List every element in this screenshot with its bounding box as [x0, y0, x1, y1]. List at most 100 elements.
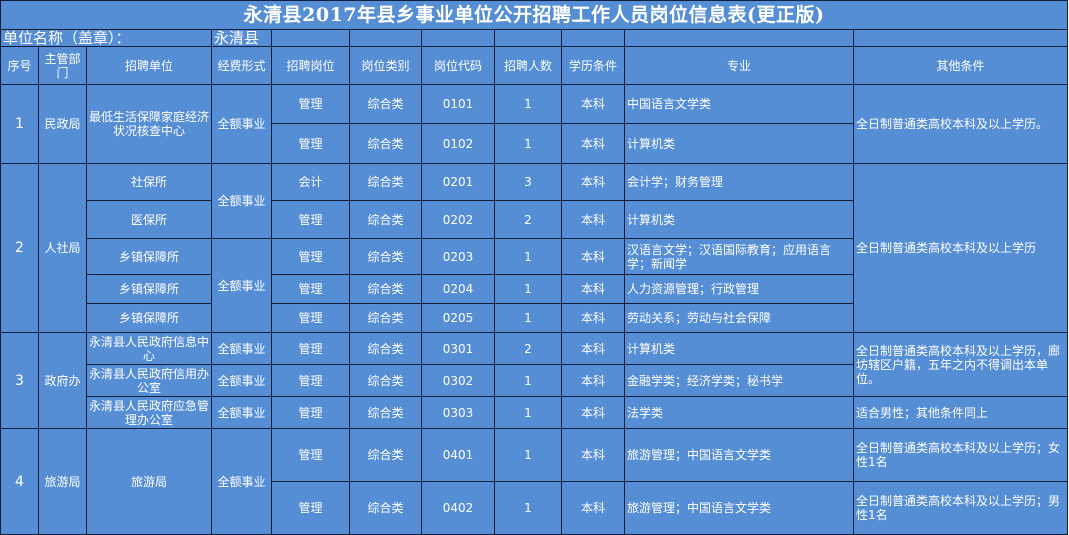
edu-cell: 本科 — [561, 332, 625, 365]
edu-cell: 本科 — [561, 200, 625, 239]
major-cell: 计算机类 — [624, 332, 854, 365]
major-cell: 会计学；财务管理 — [624, 163, 854, 201]
unit-cell: 乡镇保障所 — [86, 238, 212, 275]
header-cell: 专业 — [624, 46, 854, 85]
post-cell: 会计 — [271, 163, 350, 201]
edu-cell: 本科 — [561, 364, 625, 397]
unit-cell: 永清县人民政府应急管理办公室 — [86, 396, 212, 429]
table-row: 永清县人民政府应急管理办公室 全额事业 管理 综合类 0303 1 本科 法学类… — [1, 396, 1069, 429]
type-cell: 综合类 — [349, 428, 422, 482]
type-cell: 综合类 — [349, 123, 422, 164]
type-cell: 综合类 — [349, 396, 422, 429]
header-cell: 招聘人数 — [494, 46, 562, 85]
table-row: 3 政府办 永清县人民政府信息中心 全额事业 管理 综合类 0301 2 本科 … — [0, 332, 1069, 429]
other-cell: 全日制普通类高校本科及以上学历；女性1名 — [852, 428, 1069, 482]
post-cell: 管理 — [271, 396, 350, 429]
header-cell: 其他条件 — [852, 46, 1069, 85]
other-cell: 适合男性；其他条件同上 — [852, 396, 1069, 429]
type-cell: 综合类 — [349, 481, 422, 535]
edu-cell: 本科 — [561, 274, 625, 304]
seq-cell: 1 — [0, 84, 39, 164]
major-cell: 劳动关系；劳动与社会保障 — [624, 303, 854, 333]
count-cell: 1 — [494, 481, 562, 535]
unit-cell: 最低生活保障家庭经济状况核查中心 — [86, 84, 212, 164]
post-cell: 管理 — [271, 84, 350, 124]
seq-cell: 2 — [0, 163, 39, 333]
count-cell: 2 — [494, 332, 562, 365]
post-cell: 管理 — [271, 200, 350, 239]
major-cell: 法学类 — [624, 396, 854, 429]
code-cell: 0402 — [421, 481, 495, 535]
type-cell: 综合类 — [349, 238, 422, 275]
code-cell: 0202 — [421, 200, 495, 239]
major-cell: 旅游管理；中国语言文学类 — [624, 481, 854, 535]
code-cell: 0203 — [421, 238, 495, 275]
type-cell: 综合类 — [349, 163, 422, 201]
post-cell: 管理 — [271, 428, 350, 482]
header-cell: 主管部门 — [38, 46, 87, 85]
type-cell: 综合类 — [349, 200, 422, 239]
unit-cell: 旅游局 — [86, 428, 212, 535]
code-cell: 0102 — [421, 123, 495, 164]
funding-cell: 全额事业 — [211, 428, 272, 535]
edu-cell: 本科 — [561, 84, 625, 124]
unit-cell: 社保所 — [86, 163, 212, 201]
table-row: 管理 综合类 0402 1 本科 旅游管理；中国语言文学类 全日制普通类高校本科… — [1, 481, 1069, 535]
type-cell: 综合类 — [349, 84, 422, 124]
count-cell: 1 — [494, 364, 562, 397]
major-cell: 汉语言文学；汉语国际教育；应用语言学；新闻学 — [624, 238, 854, 275]
type-cell: 综合类 — [349, 364, 422, 397]
other-cell: 全日制普通类高校本科及以上学历，廊坊辖区户籍，五年之内不得调出本单位。 — [852, 332, 1069, 397]
major-cell: 旅游管理；中国语言文学类 — [624, 428, 854, 482]
count-cell: 1 — [494, 428, 562, 482]
table-row: 永清县人民政府信用办公室 全额事业 管理 综合类 0302 1 本科 金融学类；… — [1, 364, 1068, 397]
major-cell: 金融学类；经济学类；秘书学 — [624, 364, 854, 397]
count-cell: 1 — [494, 303, 562, 333]
edu-cell: 本科 — [561, 396, 625, 429]
edu-cell: 本科 — [561, 303, 625, 333]
post-cell: 管理 — [271, 332, 350, 365]
major-cell: 中国语言文学类 — [624, 84, 854, 124]
funding-cell: 全额事业 — [211, 332, 272, 365]
edu-cell: 本科 — [561, 481, 625, 535]
table-row: 2 人社局 社保所 全额事业 会计 综合类 0201 3 本科 会计学；财务管理… — [0, 163, 1069, 333]
header-cell: 招聘岗位 — [271, 46, 350, 85]
count-cell: 3 — [494, 163, 562, 201]
post-cell: 管理 — [271, 481, 350, 535]
other-cell: 全日制普通类高校本科及以上学历 — [852, 163, 1069, 333]
post-cell: 管理 — [271, 364, 350, 397]
header-cell: 岗位类别 — [349, 46, 422, 85]
count-cell: 1 — [494, 123, 562, 164]
unit-cell: 医保所 — [86, 200, 212, 239]
funding-cell: 全额事业 — [211, 396, 272, 429]
header-cell: 序号 — [0, 46, 39, 85]
funding-cell: 全额事业 — [211, 84, 272, 164]
funding-cell: 全额事业 — [211, 238, 272, 333]
type-cell: 综合类 — [349, 274, 422, 304]
edu-cell: 本科 — [561, 238, 625, 275]
post-cell: 管理 — [271, 303, 350, 333]
major-cell: 计算机类 — [624, 123, 854, 164]
type-cell: 综合类 — [349, 303, 422, 333]
post-cell: 管理 — [271, 274, 350, 304]
count-cell: 1 — [494, 84, 562, 124]
post-cell: 管理 — [271, 123, 350, 164]
table-title: 永清县2017年县乡事业单位公开招聘工作人员岗位信息表(更正版) — [0, 0, 1069, 30]
header-cell: 学历条件 — [561, 46, 625, 85]
count-cell: 2 — [494, 200, 562, 239]
header-cell: 招聘单位 — [86, 46, 212, 85]
unit-cell: 乡镇保障所 — [86, 274, 212, 304]
header-row: 序号 主管部门 招聘单位 经费形式 招聘岗位 岗位类别 岗位代码 招聘人数 学历… — [0, 46, 1069, 85]
post-cell: 管理 — [271, 238, 350, 275]
unit-value: 永清县 — [211, 29, 272, 47]
code-cell: 0204 — [421, 274, 495, 304]
code-cell: 0301 — [421, 332, 495, 365]
dept-cell: 民政局 — [38, 84, 87, 164]
unit-label: 单位名称（盖章）： — [0, 29, 212, 47]
code-cell: 0205 — [421, 303, 495, 333]
table-row: 1 民政局 最低生活保障家庭经济状况核查中心 全额事业 管理 综合类 0101 … — [0, 84, 1069, 164]
unit-cell: 永清县人民政府信用办公室 — [86, 364, 212, 397]
major-cell: 计算机类 — [624, 200, 854, 239]
edu-cell: 本科 — [561, 163, 625, 201]
